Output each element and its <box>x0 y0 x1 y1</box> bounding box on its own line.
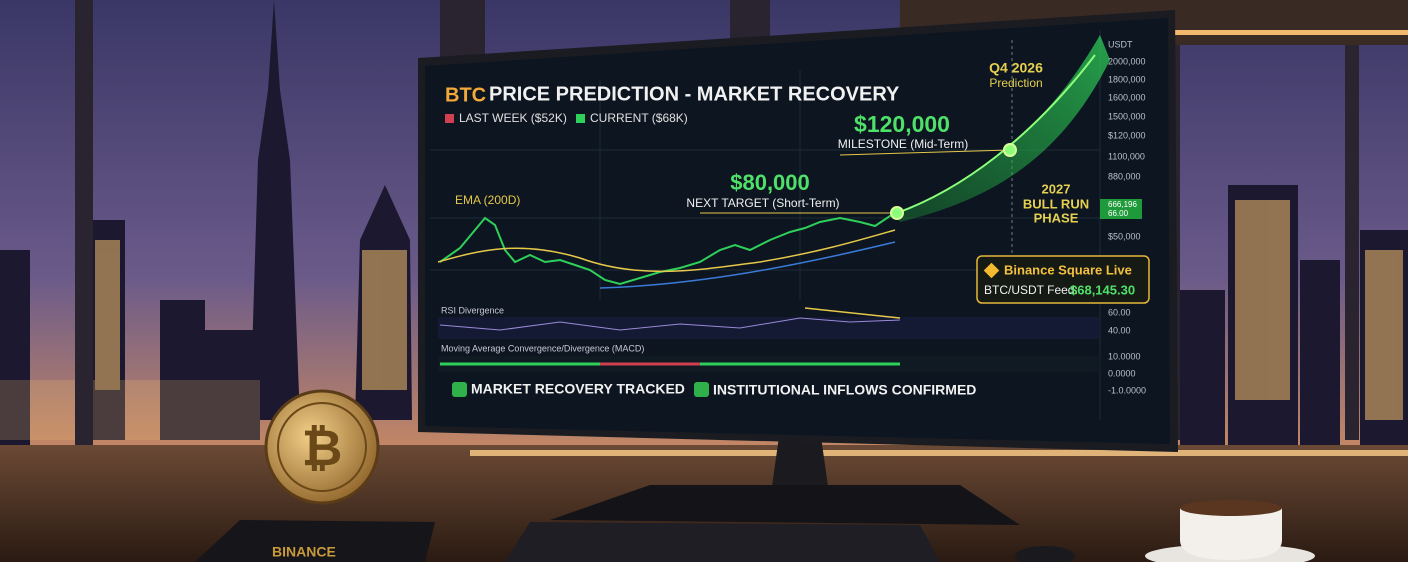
rsi-panel <box>438 317 1100 339</box>
rsi-axis-label: 40.00 <box>1108 325 1131 335</box>
axis-label: 1100,000 <box>1108 151 1145 161</box>
axis-label: 2000,000 <box>1108 56 1146 66</box>
legend-swatch <box>576 114 585 123</box>
price-axis: USDT 2000,000 1800,000 1600,000 1500,000 $12… <box>1108 39 1146 241</box>
coin-ring <box>277 402 367 492</box>
feed-value: $68,145.30 <box>1070 282 1135 297</box>
axis-label: $120,000 <box>1108 130 1146 140</box>
current-point <box>890 206 904 220</box>
ema-line <box>437 229 896 273</box>
badge: INSTITUTIONAL INFLOWS CONFIRMED <box>713 382 976 398</box>
macd-axis-label: 10.0000 <box>1108 351 1141 361</box>
badge: MARKET RECOVERY TRACKED <box>471 381 685 397</box>
target-price: $80,000 <box>730 170 810 195</box>
price-tag <box>1100 199 1142 219</box>
desk-light <box>470 450 1408 456</box>
axis-label: 1500,000 <box>1108 111 1146 121</box>
keyboard <box>505 522 940 562</box>
legend-item: CURRENT ($68K) <box>590 111 688 125</box>
feed-label: BTC/USDT Feed: <box>984 283 1078 297</box>
milestone-label: MILESTONE (Mid-Term) <box>838 137 968 151</box>
prediction-line <box>896 54 1096 214</box>
prediction-label: Prediction <box>989 76 1042 90</box>
legend-swatch <box>445 114 454 123</box>
title-prefix: BTC <box>445 84 486 106</box>
prediction-period: Q4 2026 <box>989 60 1043 76</box>
coffee <box>1180 500 1282 516</box>
macd-label: Moving Average Convergence/Divergence (M… <box>441 343 644 353</box>
axis-label: $50,000 <box>1108 231 1141 241</box>
coin-symbol: ₿ <box>302 420 343 476</box>
ema-label: EMA (200D) <box>455 193 520 207</box>
axis-label: 880,000 <box>1108 171 1141 181</box>
rsi-line <box>439 317 901 331</box>
monitor-stand <box>770 430 830 500</box>
macd-axis-label: -1.0.0000 <box>1108 385 1146 395</box>
macd-axis-label: 0.0000 <box>1108 368 1136 378</box>
monitor-base <box>550 485 1020 525</box>
rsi-axis-label: 60.00 <box>1108 307 1131 317</box>
book-label: BINANCE <box>272 544 336 560</box>
milestone-line <box>839 149 1011 156</box>
phase-text: 2027 <box>1042 181 1071 196</box>
axis-label: 1800,000 <box>1108 74 1146 84</box>
rsi-divergence <box>804 307 901 319</box>
check-icon <box>694 382 709 397</box>
coffee-cup <box>1180 508 1282 560</box>
milestone-point <box>1003 143 1017 157</box>
axis-label: 1600,000 <box>1108 92 1146 102</box>
live-box <box>976 255 1150 304</box>
ma-line <box>599 241 896 289</box>
live-title: Binance Square Live <box>1004 262 1132 277</box>
price-tag-text: 66.00 <box>1108 209 1129 218</box>
notebook <box>195 520 435 562</box>
milestone-price: $120,000 <box>854 111 950 137</box>
bitcoin-coin <box>264 389 380 505</box>
target-label: NEXT TARGET (Short-Term) <box>686 196 839 210</box>
axis-unit: USDT <box>1108 39 1133 49</box>
price-trace <box>439 212 898 286</box>
check-icon <box>452 382 467 397</box>
rsi-label: RSI Divergence <box>441 305 504 315</box>
price-tag-text: 666,196 <box>1108 200 1137 209</box>
legend-item: LAST WEEK ($52K) <box>459 111 567 125</box>
phase-text: BULL RUN <box>1023 196 1089 211</box>
city-lights <box>0 200 1403 440</box>
title: PRICE PREDICTION - MARKET RECOVERY <box>489 83 900 105</box>
mouse <box>1015 546 1075 562</box>
phase-text: PHASE <box>1034 210 1079 225</box>
